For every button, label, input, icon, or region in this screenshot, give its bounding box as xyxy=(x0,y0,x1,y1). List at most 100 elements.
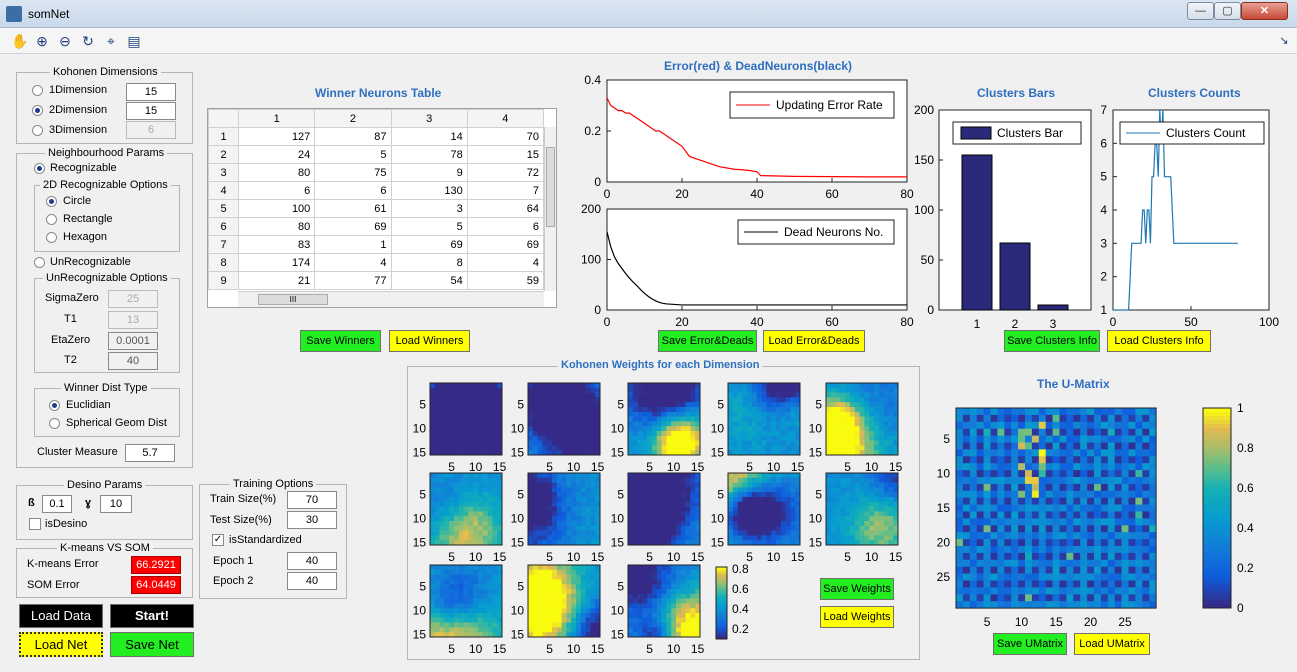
load-clusters-button[interactable]: Load Clusters Info xyxy=(1107,330,1211,352)
table-cell[interactable]: 5 xyxy=(390,217,468,236)
umatrix-cell xyxy=(990,566,998,574)
table-cell[interactable]: 69 xyxy=(314,217,392,236)
table-cell[interactable]: 127 xyxy=(238,127,316,146)
start-button[interactable]: Start! xyxy=(110,604,194,628)
close-button[interactable]: ✕ xyxy=(1241,2,1288,20)
save-clusters-button[interactable]: Save Clusters Info xyxy=(1004,330,1100,352)
pan-icon[interactable]: ✋ xyxy=(11,33,29,49)
load-umatrix-button[interactable]: Load UMatrix xyxy=(1074,633,1150,655)
table-cell[interactable]: 83 xyxy=(238,235,316,254)
heatmap-cell xyxy=(580,482,586,488)
table-cell[interactable]: 9 xyxy=(390,163,468,182)
heatmap-cell xyxy=(637,450,643,456)
table-cell[interactable]: 130 xyxy=(390,181,468,200)
heatmap-cell xyxy=(561,516,567,522)
radio-rectangle[interactable] xyxy=(46,214,57,225)
load-net-button[interactable]: Load Net xyxy=(19,632,103,657)
input-1dimension[interactable]: 15 xyxy=(126,83,176,101)
table-cell[interactable]: 100 xyxy=(238,199,316,218)
input-train-size[interactable]: 70 xyxy=(287,491,337,509)
input-cluster-measure[interactable]: 5.7 xyxy=(125,444,175,462)
save-umatrix-button[interactable]: Save UMatrix xyxy=(993,633,1067,655)
load-weights-button[interactable]: Load Weights xyxy=(820,606,894,628)
table-cell[interactable]: 5 xyxy=(314,145,392,164)
table-cell[interactable]: 69 xyxy=(466,235,545,254)
table-cell[interactable]: 87 xyxy=(314,127,392,146)
load-data-button[interactable]: Load Data xyxy=(19,604,103,628)
table-cell[interactable]: 80 xyxy=(238,163,316,182)
data-cursor-icon[interactable]: ⌖ xyxy=(107,33,115,49)
load-winners-button[interactable]: Load Winners xyxy=(389,330,470,352)
table-cell[interactable]: 64 xyxy=(466,199,545,218)
table-cell[interactable]: 4 xyxy=(314,253,392,272)
table-cell[interactable]: 8 xyxy=(390,253,468,272)
radio-spherical[interactable] xyxy=(49,418,60,429)
table-vscroll-thumb[interactable] xyxy=(546,147,555,227)
table-cell[interactable]: 77 xyxy=(314,271,392,290)
table-cell[interactable]: 72 xyxy=(466,163,545,182)
zoom-out-icon[interactable]: ⊖ xyxy=(59,33,71,49)
radio-unrecognizable[interactable] xyxy=(34,257,45,268)
save-weights-button[interactable]: Save Weights xyxy=(820,578,894,600)
table-cell[interactable]: 61 xyxy=(314,199,392,218)
input-t2[interactable]: 40 xyxy=(108,352,158,370)
table-cell[interactable]: 70 xyxy=(466,127,545,146)
table-cell[interactable]: 21 xyxy=(238,271,316,290)
radio-hexagon[interactable] xyxy=(46,232,57,243)
table-cell[interactable]: 1 xyxy=(314,235,392,254)
radio-circle[interactable] xyxy=(46,196,57,207)
table-cell[interactable]: 7 xyxy=(466,181,545,200)
heatmap-cell xyxy=(585,450,591,456)
checkbox-standardized[interactable]: ✓ xyxy=(212,534,224,546)
table-cell[interactable]: 80 xyxy=(238,217,316,236)
heatmap-cell xyxy=(680,445,686,451)
heatmap-cell xyxy=(859,501,865,507)
table-cell[interactable]: 6 xyxy=(466,217,545,236)
heatmap-cell xyxy=(795,407,801,413)
checkbox-isdesino[interactable] xyxy=(29,518,41,530)
table-cell[interactable]: 6 xyxy=(314,181,392,200)
load-error-button[interactable]: Load Error&Deads xyxy=(763,330,865,352)
maximize-button[interactable]: ▢ xyxy=(1214,2,1241,20)
input-3dimension[interactable]: 6 xyxy=(126,121,176,139)
heatmap-cell xyxy=(850,530,856,536)
input-epoch1[interactable]: 40 xyxy=(287,552,337,570)
table-cell[interactable]: 4 xyxy=(466,253,545,272)
input-sigmazero[interactable]: 25 xyxy=(108,290,158,308)
save-net-button[interactable]: Save Net xyxy=(110,632,194,657)
zoom-in-icon[interactable]: ⊕ xyxy=(36,33,48,49)
table-cell[interactable]: 75 xyxy=(314,163,392,182)
save-winners-button[interactable]: Save Winners xyxy=(300,330,381,352)
table-cell[interactable]: 59 xyxy=(466,271,545,290)
table-cell[interactable]: 6 xyxy=(238,181,316,200)
table-vscrollbar[interactable] xyxy=(544,127,556,291)
input-gamma[interactable]: 10 xyxy=(100,495,132,513)
radio-recognizable[interactable] xyxy=(34,163,45,174)
input-t1[interactable]: 13 xyxy=(108,311,158,329)
heatmap-cell xyxy=(666,397,672,403)
rotate-icon[interactable]: ↻ xyxy=(82,33,94,49)
table-hscroll-thumb[interactable]: III xyxy=(258,294,328,305)
radio-3dimension[interactable] xyxy=(32,125,43,136)
table-cell[interactable]: 3 xyxy=(390,199,468,218)
table-cell[interactable]: 54 xyxy=(390,271,468,290)
table-cell[interactable]: 174 xyxy=(238,253,316,272)
minimize-button[interactable]: — xyxy=(1187,2,1214,20)
radio-euclidian[interactable] xyxy=(49,400,60,411)
input-2dimension[interactable]: 15 xyxy=(126,102,176,120)
table-cell[interactable]: 78 xyxy=(390,145,468,164)
save-error-button[interactable]: Save Error&Deads xyxy=(658,330,757,352)
dock-icon[interactable]: ↘ xyxy=(1279,35,1289,47)
input-test-size[interactable]: 30 xyxy=(287,511,337,529)
table-hscrollbar[interactable]: III xyxy=(238,291,544,307)
input-epoch2[interactable]: 40 xyxy=(287,572,337,590)
radio-1dimension[interactable] xyxy=(32,85,43,96)
radio-2dimension[interactable] xyxy=(32,105,43,116)
input-beta[interactable]: 0.1 xyxy=(42,495,72,513)
table-cell[interactable]: 14 xyxy=(390,127,468,146)
table-cell[interactable]: 69 xyxy=(390,235,468,254)
table-cell[interactable]: 24 xyxy=(238,145,316,164)
legend-icon[interactable]: ▤ xyxy=(127,33,141,49)
table-cell[interactable]: 15 xyxy=(466,145,545,164)
input-etazero[interactable]: 0.0001 xyxy=(108,332,158,350)
